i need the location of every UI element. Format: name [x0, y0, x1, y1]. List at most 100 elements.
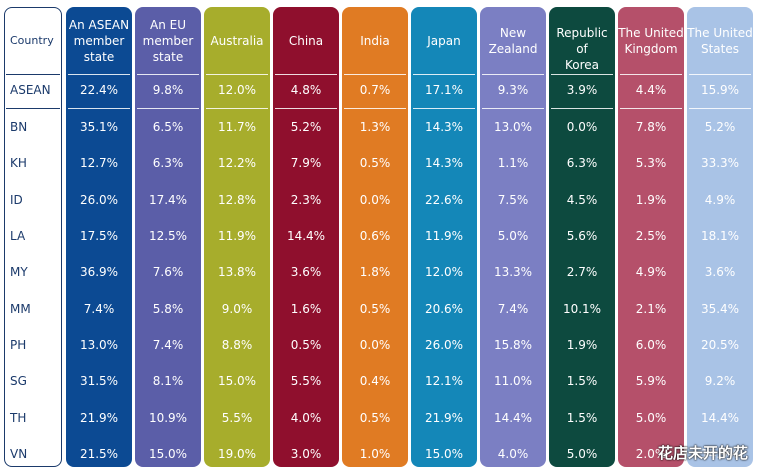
table-cell: 7.4%	[83, 302, 115, 316]
table-cell: 21.9%	[79, 411, 119, 425]
column-header-line: state	[152, 50, 184, 64]
table-cell: 33.3%	[700, 156, 740, 170]
table-cell: 3.9%	[566, 83, 598, 97]
table-cell: 6.0%	[635, 338, 667, 352]
table-cell: 0.5%	[359, 156, 391, 170]
column-separator	[689, 74, 751, 75]
column-separator	[68, 74, 130, 75]
table-cell: 12.2%	[217, 156, 257, 170]
table-cell: 12.1%	[424, 374, 464, 388]
column-separator	[413, 74, 475, 75]
column-separator	[344, 74, 406, 75]
table-cell: 4.0%	[497, 447, 529, 461]
table-cell: 35.4%	[700, 302, 740, 316]
column-separator	[275, 74, 337, 75]
table-cell: 3.6%	[704, 265, 736, 279]
table-cell: 12.0%	[424, 265, 464, 279]
column-header-line: member	[142, 34, 194, 48]
column-3	[273, 7, 339, 467]
table-cell: 9.2%	[704, 374, 736, 388]
column-header: An ASEAN member state	[66, 17, 132, 65]
table-cell: 7.9%	[290, 156, 322, 170]
table-cell: 5.5%	[221, 411, 253, 425]
column-separator	[413, 108, 475, 109]
table-cell: 5.5%	[290, 374, 322, 388]
table-cell: 8.8%	[221, 338, 253, 352]
table-cell: 1.6%	[290, 302, 322, 316]
table-cell: 5.0%	[497, 229, 529, 243]
table-cell: 4.9%	[635, 265, 667, 279]
table-cell: 5.9%	[635, 374, 667, 388]
table-cell: 15.8%	[493, 338, 533, 352]
table-cell: 12.8%	[217, 193, 257, 207]
row-label: MM	[10, 302, 31, 316]
row-label: TH	[10, 411, 27, 425]
table-cell: 11.0%	[493, 374, 533, 388]
table-cell: 9.3%	[497, 83, 529, 97]
table-cell: 20.5%	[700, 338, 740, 352]
column-separator	[137, 74, 199, 75]
column-header-line: Republic of	[556, 26, 608, 56]
column-header: China	[273, 33, 339, 49]
column-separator	[137, 108, 199, 109]
row-label: MY	[10, 265, 28, 279]
table-cell: 15.9%	[700, 83, 740, 97]
table-cell: 7.8%	[635, 120, 667, 134]
table-cell: 9.8%	[152, 83, 184, 97]
column-header-line: Korea	[564, 58, 600, 72]
table-cell: 7.6%	[152, 265, 184, 279]
column-header-line: Zealand	[488, 42, 538, 56]
table-cell: 1.9%	[635, 193, 667, 207]
column-separator	[551, 74, 613, 75]
table-cell: 36.9%	[79, 265, 119, 279]
table-cell: 11.9%	[217, 229, 257, 243]
table-cell: 21.9%	[424, 411, 464, 425]
watermark: 花店未开的花	[657, 444, 748, 462]
column-header-line: China	[288, 34, 324, 48]
table-cell: 13.0%	[79, 338, 119, 352]
table-cell: 6.3%	[566, 156, 598, 170]
row-label: KH	[10, 156, 27, 170]
table-cell: 31.5%	[79, 374, 119, 388]
column-header-line: Australia	[210, 34, 264, 48]
column-header-line: state	[83, 50, 115, 64]
column-separator	[206, 108, 268, 109]
table-cell: 14.4%	[700, 411, 740, 425]
row-label: VN	[10, 447, 28, 461]
table-cell: 14.4%	[493, 411, 533, 425]
column-1	[135, 7, 201, 467]
table-cell: 11.9%	[424, 229, 464, 243]
column-0	[66, 7, 132, 467]
table-cell: 0.6%	[359, 229, 391, 243]
table-cell: 11.7%	[217, 120, 257, 134]
table-cell: 4.0%	[290, 411, 322, 425]
column-4	[342, 7, 408, 467]
column-header-line: The United	[618, 26, 684, 40]
table-cell: 2.0%	[635, 447, 667, 461]
table-cell: 5.8%	[152, 302, 184, 316]
table-cell: 2.3%	[290, 193, 322, 207]
row-label: PH	[10, 338, 27, 352]
row-label-separator	[6, 74, 60, 75]
table-cell: 0.0%	[566, 120, 598, 134]
table-cell: 0.0%	[359, 338, 391, 352]
table-cell: 4.4%	[635, 83, 667, 97]
column-separator	[344, 108, 406, 109]
table-cell: 3.0%	[290, 447, 322, 461]
column-separator	[68, 108, 130, 109]
column-separator	[482, 74, 544, 75]
table-cell: 12.0%	[217, 83, 257, 97]
table-cell: 14.3%	[424, 120, 464, 134]
table-cell: 5.0%	[566, 447, 598, 461]
table-cell: 1.1%	[497, 156, 529, 170]
table-cell: 13.3%	[493, 265, 533, 279]
column-9	[687, 7, 753, 467]
table-cell: 21.5%	[79, 447, 119, 461]
table-cell: 14.9%	[700, 447, 740, 461]
row-label: LA	[10, 229, 26, 243]
column-7	[549, 7, 615, 467]
table-cell: 12.5%	[148, 229, 188, 243]
row-label: ASEAN	[10, 83, 51, 97]
column-separator	[206, 74, 268, 75]
